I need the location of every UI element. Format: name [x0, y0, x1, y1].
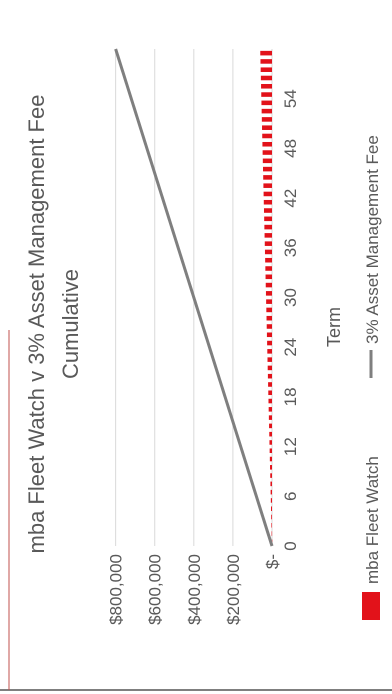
- bar: [266, 299, 272, 304]
- bar: [263, 175, 273, 180]
- bar: [270, 498, 272, 503]
- bar: [260, 75, 273, 81]
- bar: [262, 133, 272, 139]
- bar: [269, 431, 273, 437]
- x-tick-label: 0: [281, 541, 300, 550]
- bar: [269, 448, 272, 454]
- bar: [270, 481, 273, 487]
- bar: [269, 423, 272, 429]
- y-axis-tick-labels: $- $200,000 $400,000 $600,000 $800,000: [107, 554, 282, 625]
- bar: [269, 440, 272, 445]
- x-axis-label: Term: [324, 307, 344, 347]
- bar: [262, 158, 272, 164]
- legend: mba Fleet Watch 3% Asset Management Fee: [362, 135, 382, 620]
- y-tick-label: $800,000: [107, 554, 126, 625]
- bar: [266, 307, 272, 313]
- bar: [268, 398, 272, 404]
- bar: [263, 199, 273, 205]
- bar: [271, 506, 273, 512]
- bar: [268, 382, 273, 387]
- bar: [261, 100, 273, 106]
- bar: [267, 340, 273, 346]
- bar: [263, 191, 273, 197]
- chart-subtitle: Cumulative: [58, 269, 83, 379]
- y-tick-label: $600,000: [146, 554, 165, 625]
- legend-label-asset-management-fee: 3% Asset Management Fee: [363, 135, 382, 344]
- x-tick-label: 24: [281, 338, 300, 357]
- bar: [262, 150, 273, 155]
- bar: [267, 349, 272, 354]
- bar: [261, 117, 273, 122]
- bar: [263, 166, 273, 172]
- bar: [262, 125, 273, 130]
- bar: [271, 514, 272, 520]
- bar: [264, 241, 273, 246]
- x-tick-label: 6: [281, 492, 300, 501]
- gridlines: [115, 49, 273, 546]
- bars-series: [260, 50, 273, 545]
- bar: [261, 83, 272, 89]
- x-tick-label: 36: [281, 238, 300, 257]
- legend-label-mba-fleet-watch: mba Fleet Watch: [363, 456, 382, 584]
- bar: [269, 456, 273, 462]
- bar: [260, 59, 272, 64]
- bar: [264, 216, 273, 222]
- x-tick-label: 30: [281, 288, 300, 307]
- x-tick-label: 12: [281, 437, 300, 456]
- chart-title: mba Fleet Watch v 3% Asset Management Fe…: [24, 95, 49, 554]
- y-tick-label: $400,000: [185, 554, 204, 625]
- bar: [267, 365, 273, 371]
- bar: [265, 282, 272, 288]
- x-tick-label: 48: [281, 139, 300, 158]
- bar: [271, 523, 272, 528]
- bar: [267, 373, 272, 379]
- bar: [264, 249, 272, 255]
- chart-rotated-group: mba Fleet Watch v 3% Asset Management Fe…: [24, 48, 382, 625]
- fee-series-line: [114, 48, 274, 547]
- bar: [263, 183, 272, 188]
- bar: [260, 67, 272, 72]
- bar: [268, 415, 273, 420]
- bar: [270, 489, 272, 495]
- bar: [264, 224, 272, 230]
- bar: [267, 357, 273, 362]
- bar: [262, 141, 273, 147]
- bar: [263, 208, 272, 213]
- bar: [264, 233, 272, 238]
- bar: [266, 332, 273, 338]
- bar: [265, 257, 272, 263]
- bar: [268, 407, 273, 412]
- bar: [261, 92, 272, 97]
- bar: [260, 50, 273, 56]
- bar: [270, 465, 272, 470]
- y-tick-label: $200,000: [224, 554, 243, 625]
- bar: [271, 531, 273, 536]
- x-tick-label: 42: [281, 189, 300, 208]
- x-tick-label: 54: [281, 89, 300, 108]
- bar: [270, 473, 272, 478]
- bar: [265, 291, 273, 296]
- bar: [265, 266, 273, 271]
- x-axis-tick-labels: 0 6 12 18 24 30 36 42 48 54: [281, 89, 300, 550]
- bar: [261, 108, 272, 114]
- legend-bar-swatch: [362, 592, 380, 620]
- bar: [268, 390, 273, 396]
- x-tick-label: 18: [281, 387, 300, 406]
- bar: [265, 274, 272, 280]
- bar: [266, 315, 273, 321]
- bar: [266, 324, 272, 329]
- y-tick-label: $-: [263, 554, 282, 569]
